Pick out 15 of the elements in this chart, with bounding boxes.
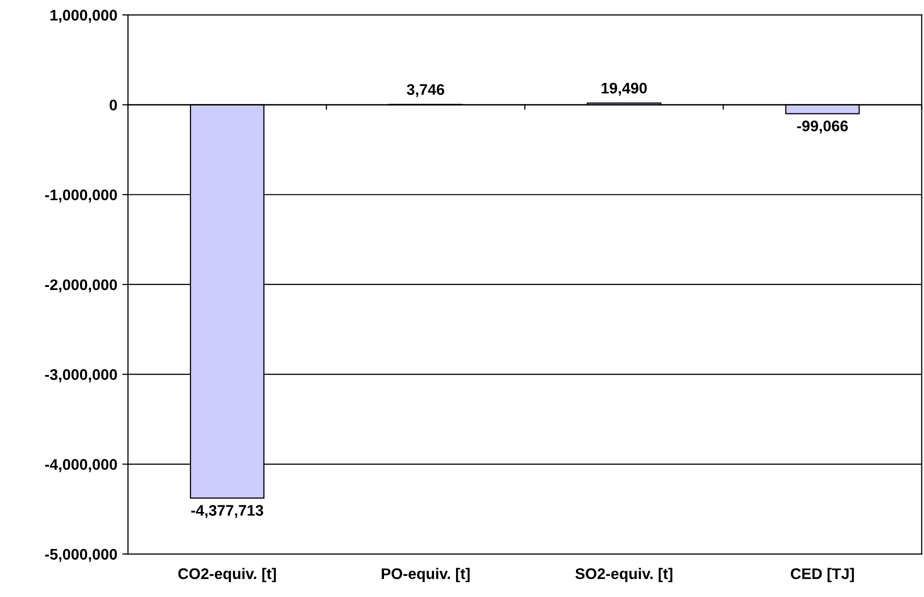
x-tick-label: CO2-equiv. [t] bbox=[178, 568, 276, 582]
y-tick-label: -5,000,000 bbox=[45, 548, 117, 562]
y-tick-label: 1,000,000 bbox=[50, 10, 117, 23]
data-label: -4,377,713 bbox=[191, 504, 264, 518]
data-label: 3,746 bbox=[406, 84, 444, 98]
data-label: 19,490 bbox=[602, 82, 647, 96]
x-tick-label: CED [TJ] bbox=[790, 568, 854, 582]
data-label: -99,066 bbox=[797, 120, 848, 134]
y-tick-label: -3,000,000 bbox=[45, 369, 117, 382]
x-tick-label: SO2-equiv. [t] bbox=[575, 568, 672, 582]
y-tick-label: -2,000,000 bbox=[45, 279, 117, 292]
x-tick-label: PO-equiv. [t] bbox=[382, 568, 470, 582]
y-tick-label: -4,000,000 bbox=[45, 459, 117, 472]
y-tick-label: -1,000,000 bbox=[45, 189, 117, 203]
y-tick-label: 0 bbox=[110, 100, 117, 110]
